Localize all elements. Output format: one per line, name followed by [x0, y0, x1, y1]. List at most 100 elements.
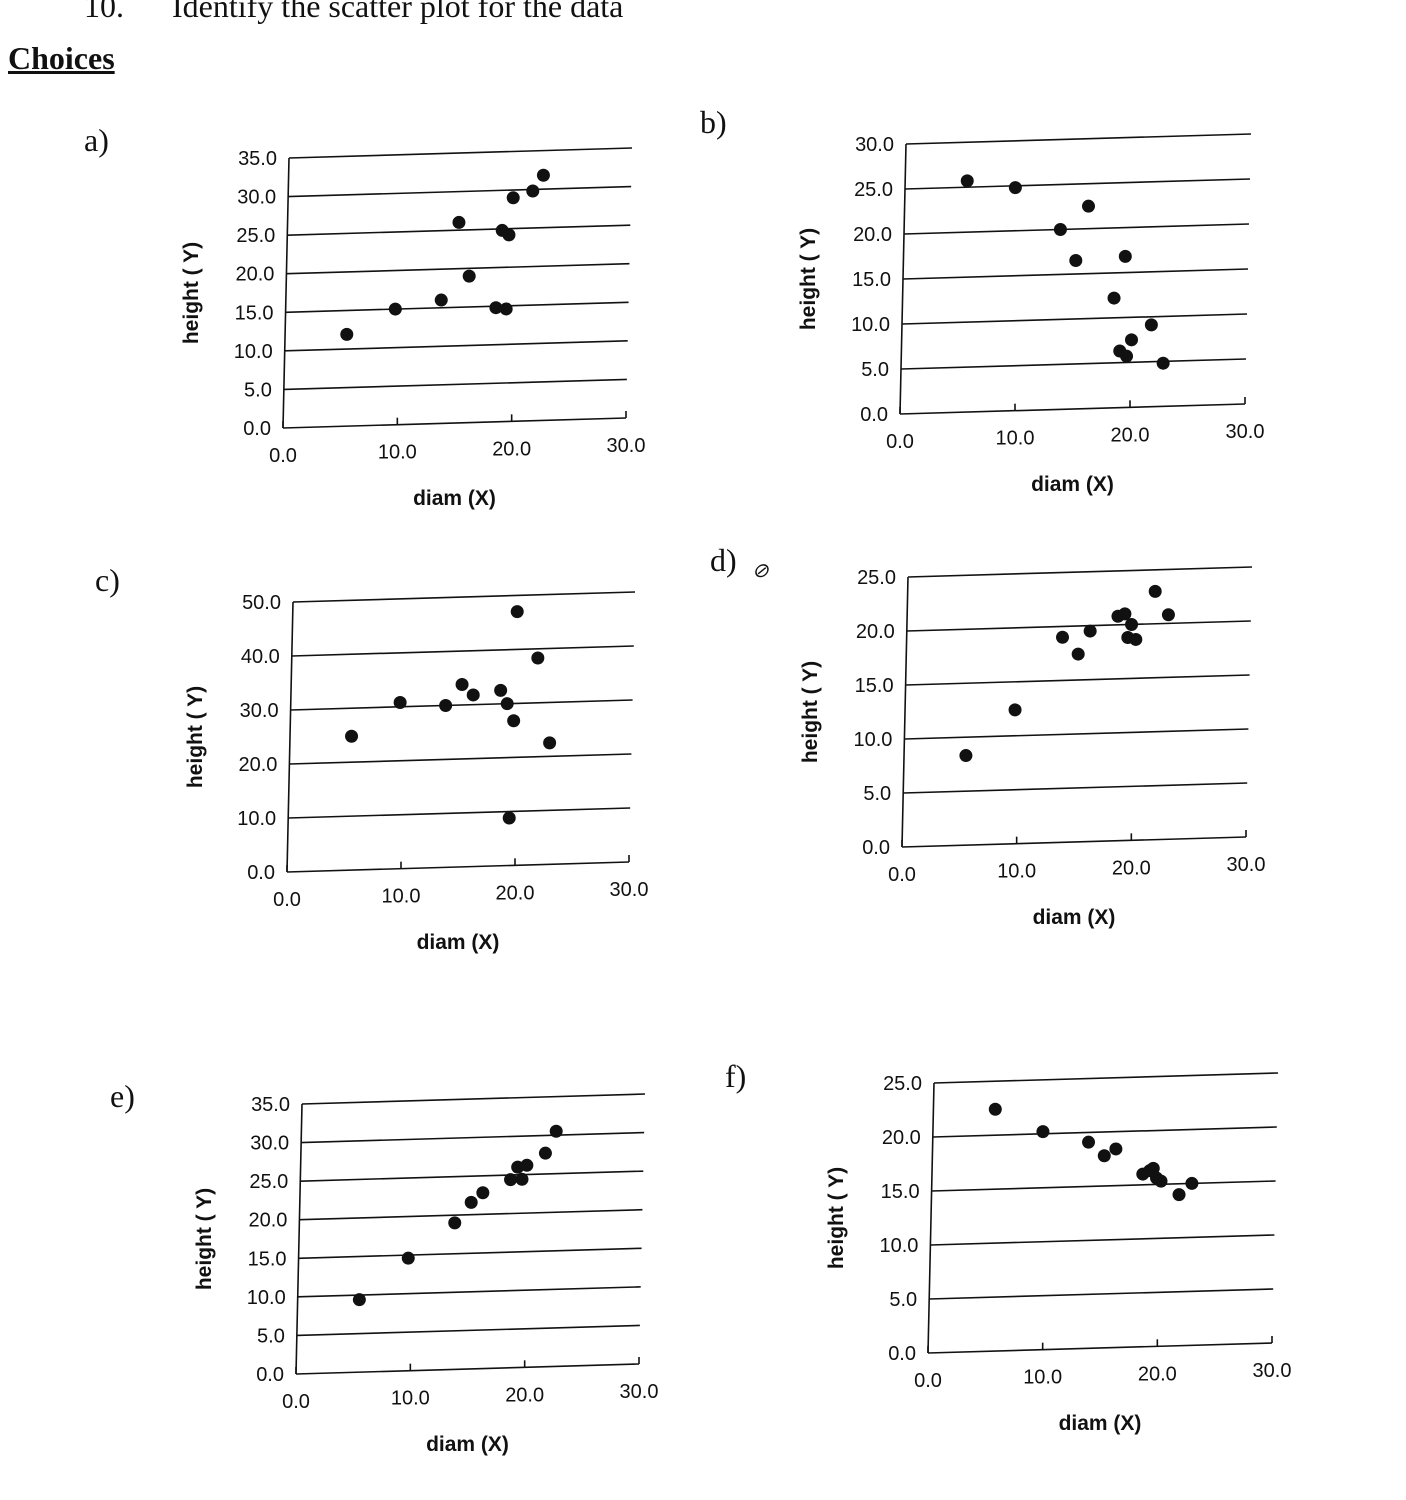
chart-c-data-point [466, 688, 480, 702]
chart-b-gridline [903, 223, 1250, 235]
chart-c-data-point [531, 651, 545, 665]
chart-b-ytick-label: 25.0 [854, 179, 893, 201]
chart-b-y-axis [899, 143, 907, 415]
chart-a-data-point [499, 302, 513, 316]
chart-b-x-axis-title: diam (X) [1031, 473, 1114, 496]
chart-d-ytick-label: 20.0 [856, 621, 895, 643]
chart-a-gridline [285, 301, 629, 314]
chart-c-ytick-label: 0.0 [247, 862, 275, 884]
chart-f-y-axis-title: height ( Y) [825, 1167, 848, 1269]
chart-f-gridline [927, 1342, 1273, 1354]
chart-a-ytick-label: 25.0 [236, 225, 275, 247]
chart-c-data-point [502, 811, 516, 825]
chart-e-gridline [301, 1093, 646, 1105]
option-label-d: d) [710, 542, 737, 578]
chart-b-gridline [900, 358, 1247, 370]
chart-b-data-point [1156, 356, 1170, 370]
chart-e-data-point [401, 1251, 415, 1265]
chart-d-data-point [959, 749, 973, 763]
chart-a-xtick-label: 0.0 [269, 445, 297, 467]
chart-e-ytick-label: 0.0 [256, 1364, 284, 1386]
chart-e-y-axis [295, 1103, 303, 1375]
chart-b-xtick-label: 0.0 [886, 431, 914, 453]
chart-f-y-axis [927, 1082, 935, 1354]
chart-a-gridline [286, 262, 630, 275]
chart-d-xtick-label: 20.0 [1112, 857, 1151, 879]
chart-c-data-point [345, 729, 359, 743]
chart-b-data-point [960, 174, 974, 188]
chart-e-data-point [520, 1158, 534, 1172]
chart-f-data-point [1036, 1125, 1050, 1139]
chart-e-gridline [301, 1131, 645, 1144]
chart-a-gridline [282, 417, 627, 429]
chart-b-ytick-label: 5.0 [861, 359, 889, 381]
choices-heading: Choices [8, 40, 115, 76]
chart-d-ytick-label: 10.0 [853, 729, 892, 751]
chart-d-xtick-label: 0.0 [888, 864, 916, 886]
chart-c-gridline [286, 861, 630, 873]
chart-b-gridline [904, 178, 1251, 190]
chart-a-gridline [288, 185, 632, 198]
chart-c-data-point [439, 698, 453, 712]
chart-d-data-point [1056, 630, 1070, 644]
chart-d-data-point [1118, 607, 1132, 621]
chart-c-xtick-label: 10.0 [382, 886, 421, 908]
chart-e-data-point [538, 1146, 552, 1160]
chart-a-xtick-label: 10.0 [378, 442, 417, 464]
chart-a-y-axis-title: height ( Y) [180, 242, 203, 344]
chart-f-ytick-label: 25.0 [883, 1073, 922, 1095]
chart-b-ytick-label: 10.0 [851, 314, 890, 336]
chart-e-ytick-label: 10.0 [247, 1287, 286, 1309]
chart-a-xtick-label: 20.0 [492, 438, 531, 460]
question-text: Identify the scatter plot for the data [172, 0, 624, 24]
chart-e-gridline [299, 1208, 643, 1221]
chart-e-data-point [515, 1172, 529, 1186]
chart-c-y-axis-title: height ( Y) [184, 686, 207, 788]
chart-d-gridline [907, 566, 1253, 578]
chart-b-gridline [899, 403, 1246, 415]
option-label-f: f) [725, 1058, 747, 1094]
chart-e-ytick-label: 20.0 [248, 1210, 287, 1232]
chart-e-data-point [504, 1173, 518, 1187]
chart-d-y-axis-title: height ( Y) [799, 661, 822, 763]
chart-c-ytick-label: 10.0 [237, 808, 276, 830]
chart-e-data-point [448, 1216, 462, 1230]
chart-f-ytick-label: 5.0 [889, 1289, 917, 1311]
chart-b-data-point [1120, 349, 1134, 363]
chart-e-ytick-label: 30.0 [250, 1133, 289, 1155]
chart-d-ytick-label: 15.0 [855, 675, 894, 697]
chart-d-x-axis-title: diam (X) [1033, 906, 1116, 929]
chart-c-ytick-label: 20.0 [238, 754, 277, 776]
chart-a-ytick-label: 30.0 [237, 187, 276, 209]
chart-a-y-axis [282, 157, 290, 429]
chart-b-data-point [1008, 181, 1022, 195]
chart-c-data-point [500, 697, 514, 711]
chart-a-data-point [526, 184, 540, 198]
chart-a-data-point [506, 191, 520, 205]
chart-a-data-point [462, 269, 476, 283]
chart-e-gridline [296, 1324, 640, 1337]
chart-a-gridline [284, 340, 628, 352]
chart-c-data-point [510, 605, 524, 619]
chart-f-xtick-label: 20.0 [1138, 1363, 1177, 1385]
chart-f-ytick-label: 15.0 [881, 1181, 920, 1203]
chart-c-xtick-label: 20.0 [496, 882, 535, 904]
chart-c-xtick-label: 0.0 [273, 889, 301, 911]
chart-e-data-point [352, 1293, 366, 1307]
chart-b-ytick-label: 15.0 [852, 269, 891, 291]
chart-c-y-axis [286, 601, 294, 873]
chart-c-gridline [289, 753, 632, 765]
chart-a-ytick-label: 5.0 [244, 379, 272, 401]
chart-a-x-axis-title: diam (X) [413, 487, 496, 510]
chart-a-data-point [536, 168, 550, 182]
chart-c-ytick-label: 40.0 [241, 646, 280, 668]
chart-d-gridline [903, 782, 1248, 794]
chart-d-y-axis [901, 576, 909, 848]
chart-d-gridline [904, 728, 1249, 740]
chart-b-data-point [1069, 254, 1083, 267]
chart-f-x-axis-title: diam (X) [1059, 1412, 1142, 1435]
chart-d-data-point [1125, 617, 1139, 631]
chart-e-xtick-label: 30.0 [620, 1381, 659, 1403]
chart-d-ytick-label: 0.0 [862, 837, 890, 859]
chart-d-ytick-label: 5.0 [863, 783, 891, 805]
